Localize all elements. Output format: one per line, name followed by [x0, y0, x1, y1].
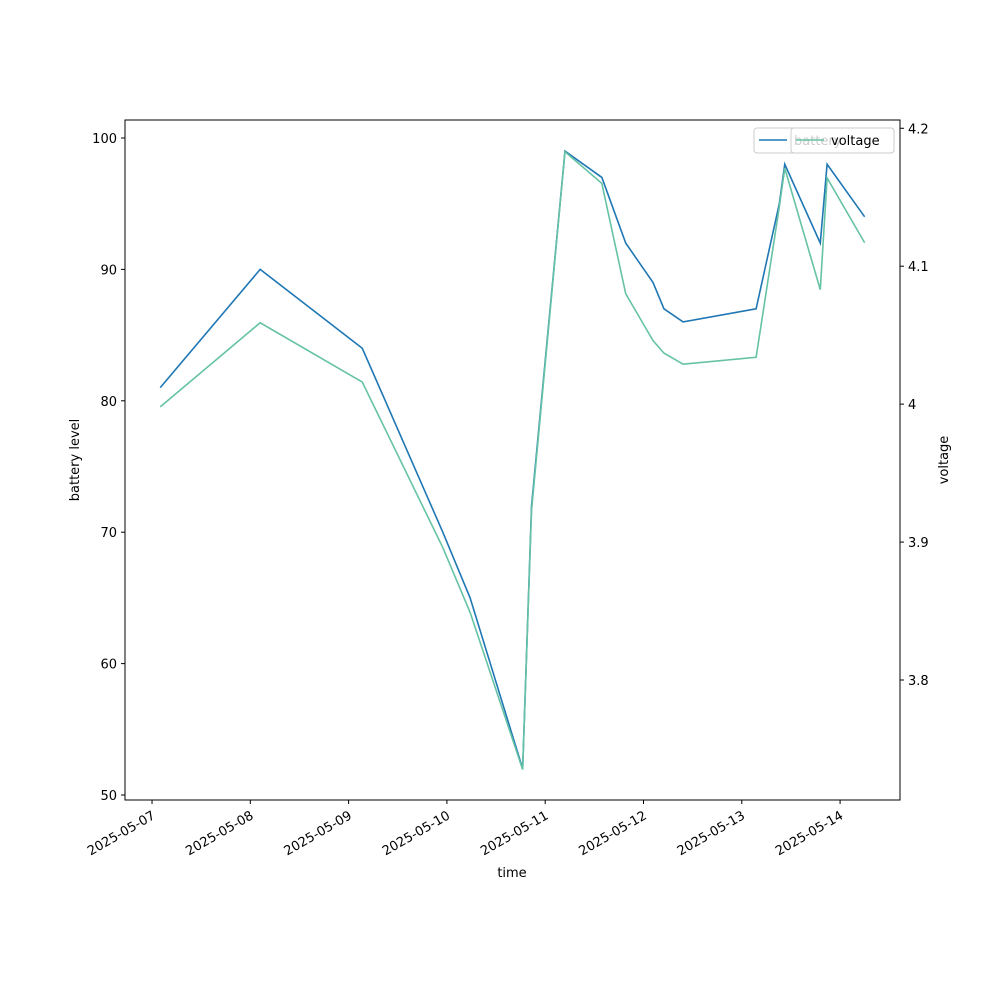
x-axis-label: time [497, 866, 526, 881]
series-line [159, 150, 866, 770]
y-tick-label: 80 [100, 395, 117, 410]
x-tick-label: 2025-05-12 [577, 808, 650, 859]
x-tick-label: 2025-05-07 [85, 808, 158, 859]
y2-tick-label: 4.2 [908, 122, 929, 137]
legend-label: voltage [831, 134, 880, 149]
x-tick-label: 2025-05-09 [282, 808, 355, 859]
y2-tick-label: 3.9 [908, 536, 929, 551]
x-tick-label: 2025-05-14 [773, 808, 846, 859]
y-tick-label: 50 [100, 789, 117, 804]
y-axis-label: battery level [68, 419, 83, 502]
x-tick-label: 2025-05-08 [183, 808, 256, 859]
legend-box [790, 127, 895, 154]
y2-tick-label: 3.8 [908, 674, 929, 689]
y-tick-label: 60 [100, 658, 117, 673]
y2-tick-label: 4 [908, 398, 916, 413]
series-line [159, 149, 866, 769]
y2-axis-label: voltage [937, 436, 952, 485]
x-tick-label: 2025-05-11 [478, 808, 551, 859]
y2-tick-label: 4.1 [908, 260, 929, 275]
x-tick-label: 2025-05-13 [675, 808, 748, 859]
y-tick-label: 70 [100, 526, 117, 541]
plot-frame [124, 119, 901, 801]
x-tick-label: 2025-05-10 [380, 808, 453, 859]
y-tick-label: 100 [92, 132, 117, 147]
y-tick-label: 90 [100, 263, 117, 278]
